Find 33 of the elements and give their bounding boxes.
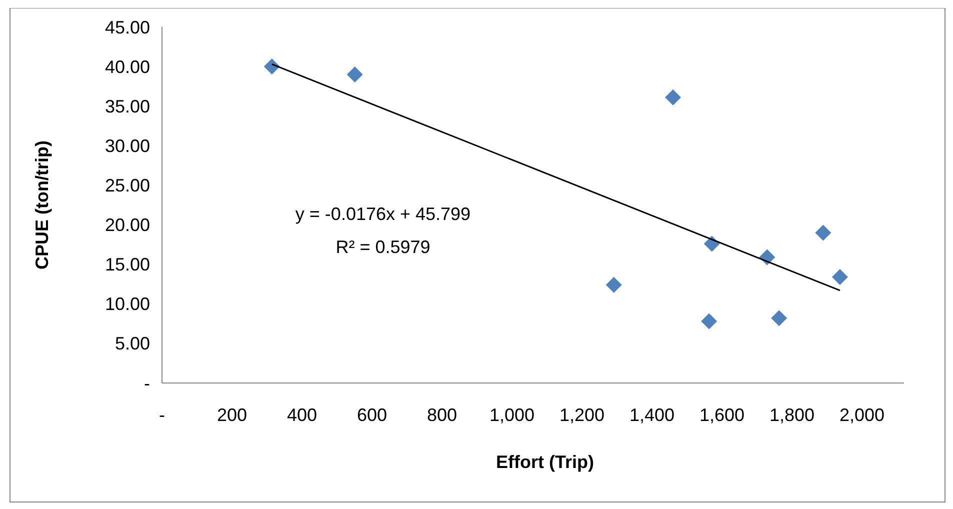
y-tick-label: - (144, 373, 150, 394)
x-tick-label: 800 (426, 405, 458, 425)
y-tick-label: 40.00 (104, 56, 150, 77)
y-tick-label: 15.00 (104, 254, 150, 275)
y-tick-label: 5.00 (114, 334, 150, 354)
point (346, 66, 363, 82)
y-tick-label: 20.00 (104, 215, 150, 236)
point (606, 276, 622, 293)
x-axis-title: Effort (Trip) (496, 452, 594, 472)
point (771, 310, 788, 326)
x-tick-label: 1,600 (699, 405, 745, 425)
y-tick-label: 45.00 (104, 17, 150, 38)
x-tick-label: 1,200 (559, 405, 605, 425)
x-tick-label: - (159, 405, 165, 425)
point (264, 58, 280, 75)
x-tick-label: 2,000 (839, 405, 885, 425)
y-tick-label: 10.00 (104, 294, 150, 314)
point (815, 224, 832, 241)
x-tick-label: 400 (286, 405, 318, 425)
y-axis-title: CPUE (ton/trip) (32, 140, 52, 270)
x-tick-label: 600 (356, 405, 388, 425)
point (665, 89, 681, 106)
x-tick-label: 200 (216, 405, 248, 425)
annotation: y = -0.0176x + 45.799 (295, 204, 471, 224)
y-tick-label: 25.00 (104, 176, 150, 196)
annotation: R² = 0.5979 (336, 237, 430, 257)
x-tick-label: 1,800 (769, 405, 815, 425)
y-tick-label: 30.00 (104, 136, 150, 156)
x-tick-label: 1,000 (489, 405, 535, 425)
point (832, 268, 848, 285)
x-tick-label: 1,400 (629, 405, 675, 425)
point (701, 313, 718, 330)
y-tick-label: 35.00 (104, 96, 150, 116)
